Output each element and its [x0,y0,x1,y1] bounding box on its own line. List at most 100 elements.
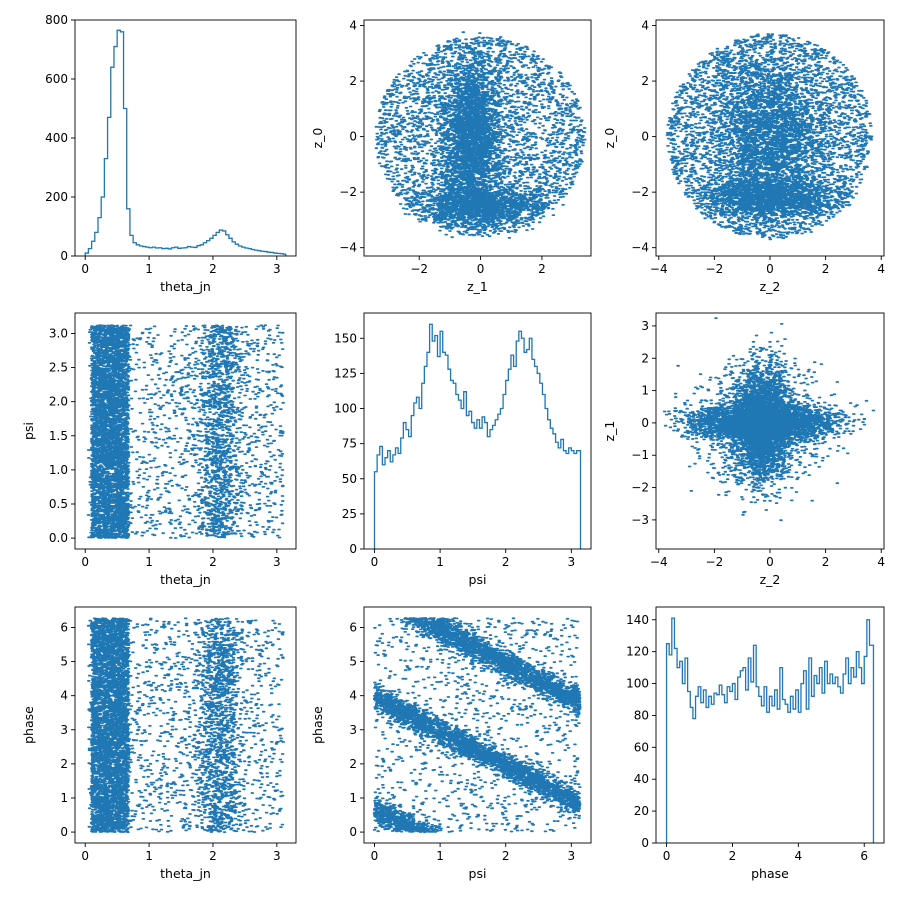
y-tick-label: 3 [60,723,68,737]
x-tick-label: 1 [145,262,153,276]
x-tick-label: 6 [860,849,868,863]
y-axis-label: psi [21,422,36,440]
scatter-points [662,317,876,522]
axes-frame [655,606,885,844]
y-tick-label: 4 [60,689,68,703]
panel-psi-hist: 0 1 2 3 0 25 50 75 100 125 150 psi [334,312,592,587]
y-tick-label: 2 [349,74,357,88]
y-tick-label: 0.5 [49,497,68,511]
scatter-points [86,617,285,833]
y-tick-label: 2 [60,757,68,771]
plot-area [84,29,287,256]
x-tick-label: 0 [766,555,774,569]
y-tick-label: 3 [641,319,649,333]
x-tick-label: 2 [209,849,217,863]
y-tick-label: 50 [342,472,357,486]
panel-z0-vs-z2: −4 −2 0 2 4 −4 −2 0 2 4 z_2 z_0 [602,19,885,294]
y-tick-label: 40 [634,772,649,786]
x-tick-label: 2 [729,849,737,863]
y-tick-label: 0.0 [49,531,68,545]
x-tick-label: 2 [502,849,510,863]
x-tick-label: 3 [273,849,281,863]
y-tick-label: 6 [349,620,357,634]
y-tick-label: 0 [641,416,649,430]
x-tick-label: 0 [81,262,89,276]
histogram-step-line [665,617,875,843]
x-tick-label: 0 [371,849,379,863]
y-tick-label: −2 [631,481,649,495]
y-tick-label: 0 [60,825,68,839]
x-tick-label: −4 [650,262,668,276]
y-tick-label: 1.0 [49,463,68,477]
y-tick-label: 0 [641,836,649,850]
y-tick-label: 4 [641,19,649,33]
panel-psi-vs-theta_jn: 0 1 2 3 0.0 0.5 1.0 1.5 2.0 2.5 3.0 theta_jn psi [21,312,297,587]
x-tick-label: 1 [145,555,153,569]
plot-area [372,617,582,833]
x-tick-label: 0 [477,262,485,276]
x-tick-label: 2 [538,262,546,276]
y-tick-label: 1 [349,791,357,805]
plot-area [662,317,876,522]
x-tick-label: 2 [822,262,830,276]
y-tick-label: 5 [60,655,68,669]
y-tick-label: 0 [641,130,649,144]
x-tick-label: 0 [766,262,774,276]
plot-area [86,617,285,833]
x-axis-label: z_2 [760,279,781,294]
y-tick-label: 0 [349,825,357,839]
axes-frame [363,606,592,844]
y-tick-label: −2 [339,185,357,199]
x-tick-label: 1 [145,849,153,863]
y-tick-label: 1.5 [49,429,68,443]
y-tick-label: 2 [641,351,649,365]
axes-frame [74,312,297,550]
y-tick-label: 0 [349,130,357,144]
x-tick-label: 3 [273,262,281,276]
y-tick-label: 5 [349,655,357,669]
plot-area [665,617,875,843]
y-tick-label: 125 [334,366,357,380]
y-tick-label: 0 [349,542,357,556]
axes-frame [363,312,592,550]
histogram-step-line [84,29,287,256]
y-tick-label: 75 [342,437,357,451]
y-tick-label: 800 [45,13,68,27]
y-tick-label: 20 [634,804,649,818]
y-axis-label: z_1 [602,421,617,442]
y-tick-label: 1 [60,791,68,805]
x-tick-label: 1 [436,555,444,569]
y-tick-label: 80 [634,708,649,722]
axes-frame [74,606,297,844]
x-tick-label: 0 [81,555,89,569]
y-axis-label: phase [21,706,36,744]
panel-phase-vs-psi: 0 1 2 3 0 1 2 3 4 5 6 psi phase [310,606,592,881]
y-tick-label: 150 [334,331,357,345]
y-axis-label: z_0 [310,128,325,149]
x-tick-label: 3 [273,555,281,569]
y-tick-label: 2 [349,757,357,771]
panel-z0-vs-z1: −2 0 2 −4 −2 0 2 4 z_1 z_0 [310,19,592,294]
y-tick-label: 4 [349,19,357,33]
x-tick-label: 3 [567,555,575,569]
scatter-points [372,617,582,833]
y-tick-label: 3.0 [49,326,68,340]
y-tick-label: 600 [45,72,68,86]
x-tick-label: 2 [502,555,510,569]
x-tick-label: 4 [795,849,803,863]
y-axis-label: z_0 [602,128,617,149]
y-tick-label: 4 [349,689,357,703]
x-axis-label: psi [469,866,487,881]
y-tick-label: 25 [342,507,357,521]
y-axis-label: phase [310,706,325,744]
y-tick-label: 6 [60,620,68,634]
x-tick-label: 0 [371,555,379,569]
x-tick-label: 3 [567,849,575,863]
x-tick-label: 1 [436,849,444,863]
y-tick-label: 1 [641,384,649,398]
y-tick-label: −1 [631,448,649,462]
x-tick-label: 0 [81,849,89,863]
histogram-step-line [373,323,582,549]
